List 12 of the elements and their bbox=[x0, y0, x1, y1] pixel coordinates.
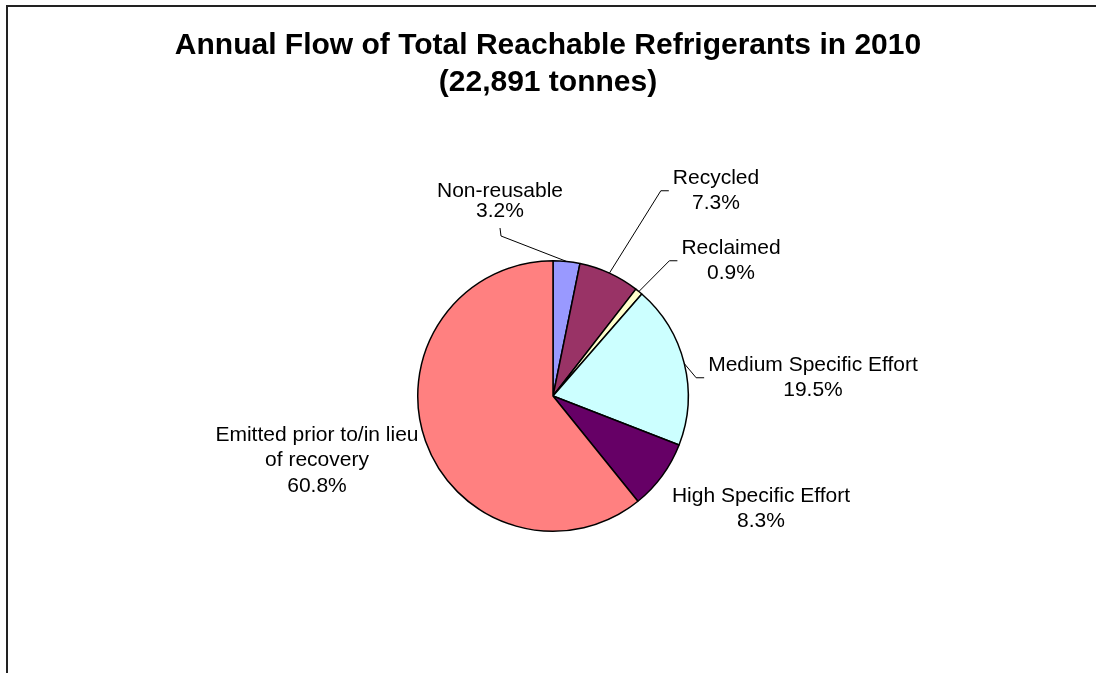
slice-label: High Specific Effort bbox=[671, 482, 851, 506]
slice-label: Medium Specific Effort bbox=[708, 351, 919, 375]
data-label: 19.5% bbox=[783, 377, 843, 401]
slice-label: Recycled bbox=[672, 164, 760, 188]
slice-label: Reclaimed bbox=[681, 234, 781, 258]
data-label: 60.8% bbox=[287, 472, 347, 496]
chart-subtitle: (22,891 tonnes) bbox=[437, 63, 659, 99]
data-label: 8.3% bbox=[737, 508, 785, 532]
slice-label: Emitted prior to/in lieu of recovery bbox=[215, 421, 419, 471]
data-label: 0.9% bbox=[707, 260, 755, 284]
chart-title: Annual Flow of Total Reachable Refrigerants in 2010 bbox=[173, 26, 923, 62]
data-label: 7.3% bbox=[692, 190, 740, 214]
